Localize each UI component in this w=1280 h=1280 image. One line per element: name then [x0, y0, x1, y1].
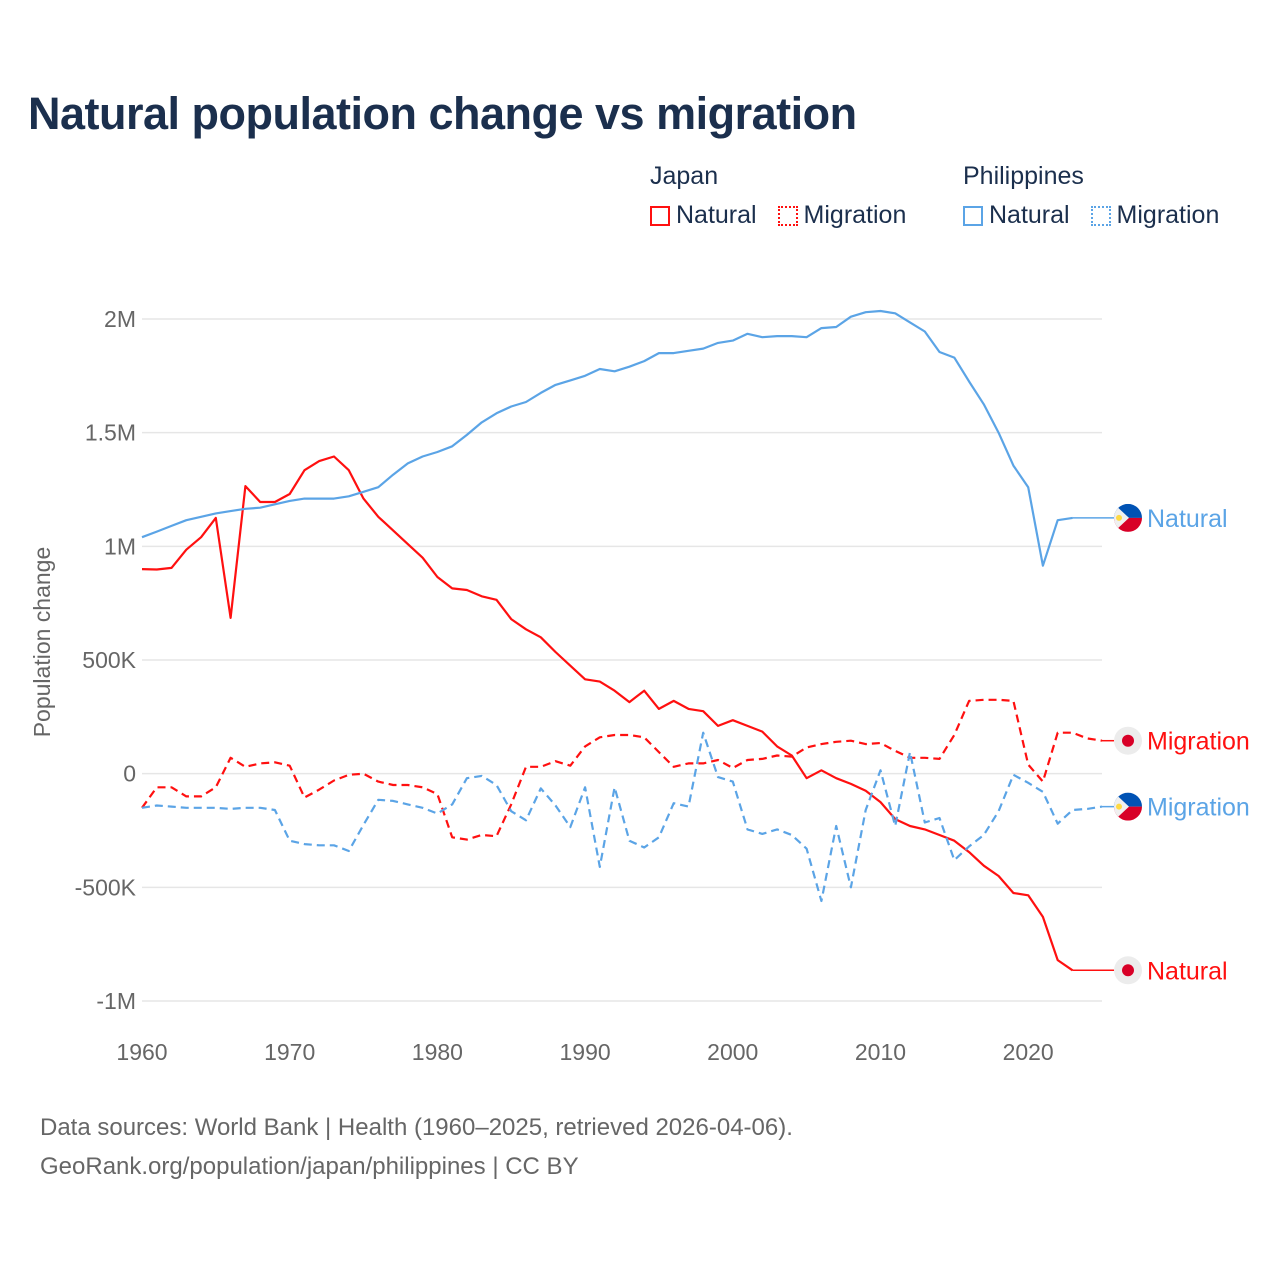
legend-item-philippines-natural[interactable]: Natural [963, 201, 1070, 230]
flag-sun [1122, 964, 1134, 977]
legend-item-philippines-migration[interactable]: Migration [1090, 201, 1220, 230]
legend-item-japan-migration[interactable]: Migration [777, 201, 907, 230]
legend-label: Natural [676, 201, 757, 229]
philippines-flag-icon [1114, 503, 1142, 532]
y-tick-label: 1.5M [85, 420, 136, 446]
series-end-label: Natural [1147, 505, 1228, 533]
y-tick-label: 500K [82, 647, 136, 673]
chart-title: Natural population change vs migration [28, 88, 857, 139]
dotted-swatch-icon [1090, 205, 1111, 226]
japan-flag-icon [1114, 956, 1142, 985]
flag-body [1114, 792, 1142, 821]
y-tick-label: 1M [104, 533, 136, 559]
legend-heading: Philippines [963, 162, 1084, 190]
flag-sun [1116, 514, 1122, 521]
japan-flag-icon [1114, 726, 1142, 755]
x-tick-label: 2010 [855, 1039, 906, 1065]
footer: Data sources: World Bank | Health (1960–… [40, 1108, 793, 1186]
legend-label: Natural [989, 201, 1070, 229]
series-end-label: Migration [1147, 794, 1250, 822]
series-line [141, 455, 1074, 972]
dotted-swatch-icon [777, 205, 798, 226]
series-end-label: Natural [1147, 957, 1228, 985]
series-end-label: Migration [1147, 728, 1250, 756]
x-tick-label: 1960 [116, 1039, 167, 1065]
series-line [141, 698, 1103, 841]
y-tick-label: 0 [123, 761, 136, 787]
philippines-flag-icon [1114, 792, 1142, 821]
y-tick-label: -1M [96, 988, 136, 1014]
solid-swatch-icon [963, 205, 983, 226]
source-note: Data sources: World Bank | Health (1960–… [40, 1114, 793, 1141]
legend-label: Migration [1116, 201, 1220, 229]
flag-sun [1116, 803, 1122, 810]
legend-heading: Japan [650, 162, 719, 190]
x-tick-label: 2020 [1003, 1039, 1054, 1065]
x-tick-label: 1980 [412, 1039, 463, 1065]
solid-swatch-icon [650, 205, 670, 226]
legend-item-japan-natural[interactable]: Natural [650, 201, 757, 230]
series-line [141, 731, 1103, 903]
legend-group-philippines: Philippines Natural Migration [963, 162, 1219, 233]
y-tick-label: -500K [75, 874, 137, 900]
attribution: GeoRank.org/population/japan/philippines… [40, 1153, 579, 1180]
flag-body [1114, 503, 1142, 532]
series-line [141, 309, 1073, 567]
y-axis-label: Population change [29, 547, 55, 738]
legend-label: Migration [803, 201, 907, 229]
flag-sun [1122, 734, 1134, 747]
x-tick-label: 2000 [707, 1039, 758, 1065]
y-tick-label: 2M [104, 306, 136, 332]
legend-group-japan: Japan Natural Migration [650, 162, 920, 233]
x-tick-label: 1990 [559, 1039, 610, 1065]
x-tick-label: 1970 [264, 1039, 315, 1065]
